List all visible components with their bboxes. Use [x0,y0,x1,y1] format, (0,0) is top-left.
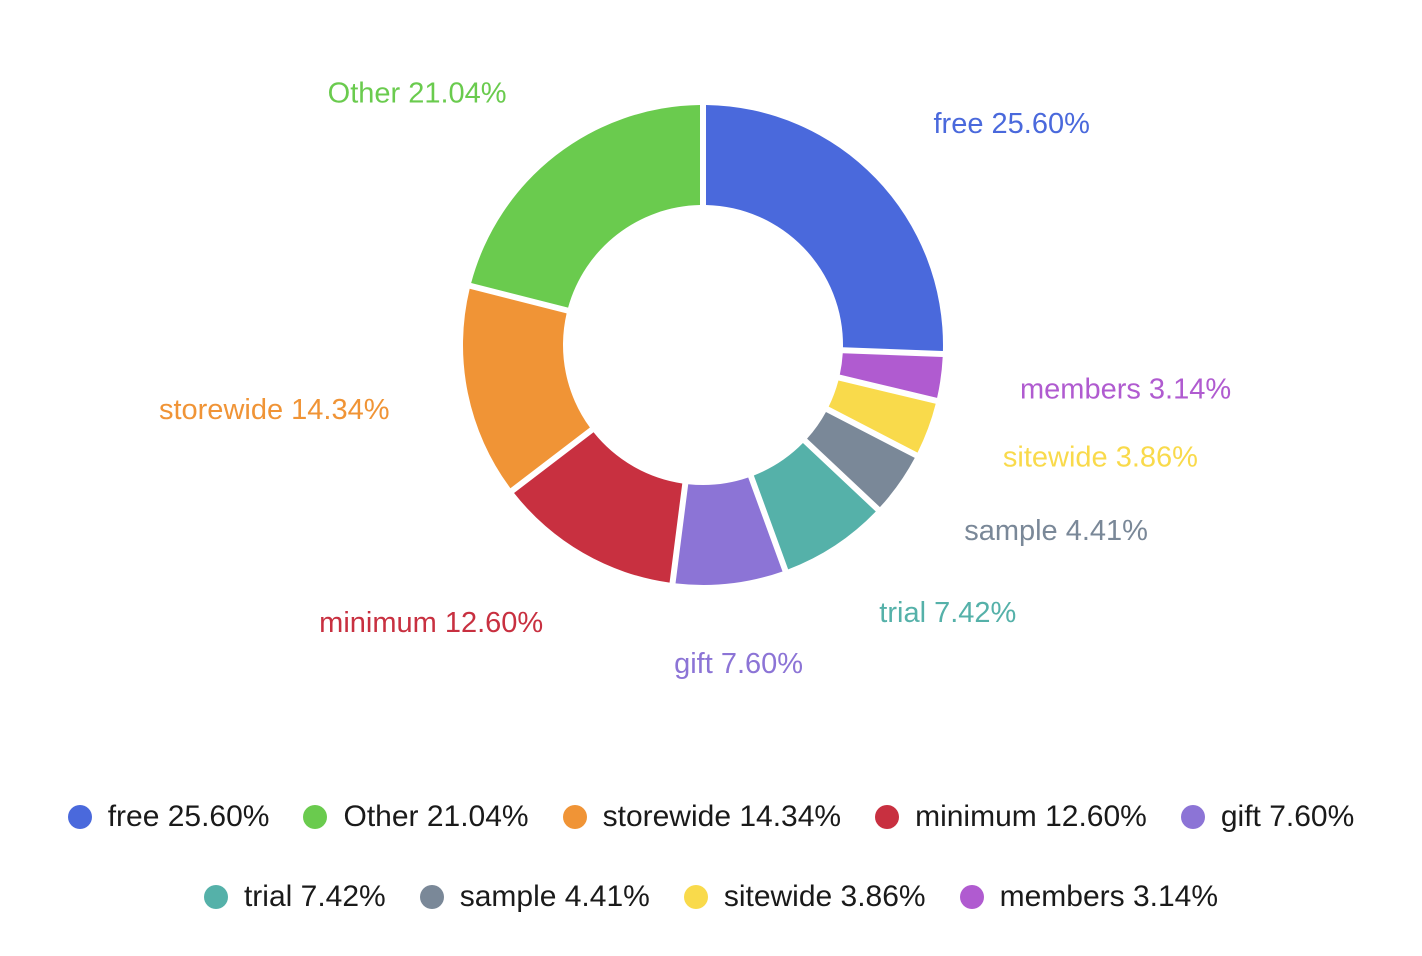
slice-sample[interactable] [807,411,915,508]
legend-label: Other 21.04% [343,800,529,833]
slice-members[interactable] [839,353,943,398]
legend-label: sample 4.41% [459,880,650,913]
legend-dot-icon [1180,805,1205,829]
legend-item[interactable]: storewide 14.34% [562,800,842,834]
legend-item[interactable]: sample 4.41% [419,880,650,914]
legend-label: members 3.14% [999,880,1219,913]
legend-item[interactable]: free 25.60% [67,800,270,834]
slice-label-storewide: storewide 14.34% [159,394,390,426]
slice-storewide[interactable] [463,288,590,489]
legend-item[interactable]: gift 7.60% [1180,800,1355,834]
legend-item[interactable]: trial 7.42% [203,880,386,914]
slice-label-free: free 25.60% [934,108,1090,140]
slice-free[interactable] [706,105,943,352]
slice-sitewide[interactable] [828,380,936,453]
slice-minimum[interactable] [514,432,683,583]
legend-label: sitewide 3.86% [723,880,926,913]
slice-label-trial: trial 7.42% [879,597,1016,629]
legend-label: gift 7.60% [1220,800,1355,833]
slice-label-members: members 3.14% [1020,373,1231,405]
legend-dot-icon [303,805,328,829]
legend-label: minimum 12.60% [915,800,1147,833]
slice-label-other: Other 21.04% [328,77,507,109]
legend-label: storewide 14.34% [602,800,842,833]
slice-label-sample: sample 4.41% [964,515,1148,547]
legend-item[interactable]: sitewide 3.86% [683,880,926,914]
legend-dot-icon [203,885,228,909]
legend-dot-icon [419,885,444,909]
slice-label-minimum: minimum 12.60% [319,607,543,639]
slice-label-sitewide: sitewide 3.86% [1003,442,1198,474]
legend-dot-icon [959,885,984,909]
legend-dot-icon [67,805,92,829]
legend-dot-icon [683,885,708,909]
legend-item[interactable]: members 3.14% [959,880,1219,914]
slice-other[interactable] [471,105,700,308]
legend-dot-icon [875,805,900,829]
legend-dot-icon [562,805,587,829]
legend-row-1: free 25.60% Other 21.04% storewide 14.34% m… [0,800,1422,834]
legend-label: free 25.60% [107,800,270,833]
legend-item[interactable]: Other 21.04% [303,800,529,834]
legend-label: trial 7.42% [243,880,386,913]
slice-gift[interactable] [675,477,783,585]
legend-row-2: trial 7.42% sample 4.41% sitewide 3.86% mem… [0,880,1422,914]
legend-item[interactable]: minimum 12.60% [875,800,1147,834]
slice-label-gift: gift 7.60% [674,648,803,680]
slice-trial[interactable] [753,443,876,570]
donut-chart-svg: free 25.60% members 3.14% sitewide 3.86% sa… [159,77,1231,680]
